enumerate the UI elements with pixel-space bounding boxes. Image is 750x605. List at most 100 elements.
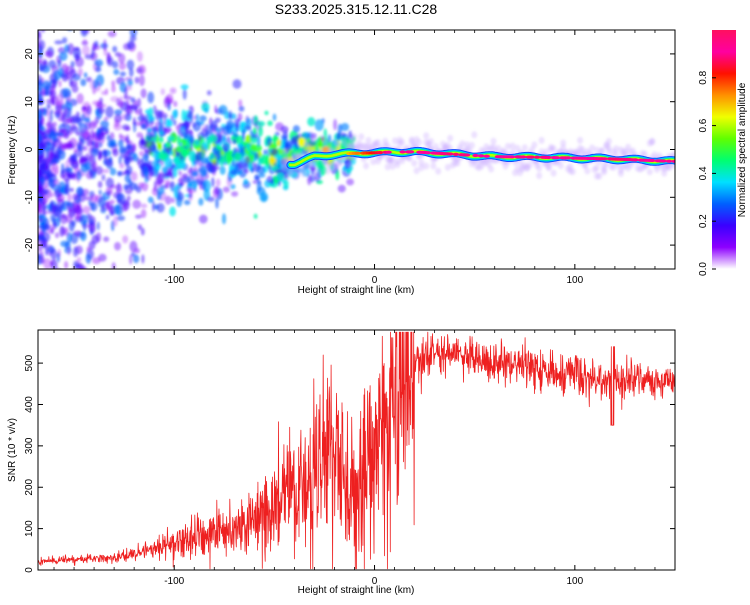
spectrogram-noise-blob: [38, 168, 44, 178]
spectrogram-noise-blob: [65, 202, 75, 208]
spectrogram-noise-blob: [59, 205, 64, 213]
spectrogram-noise-blob: [264, 110, 269, 116]
spectrogram-noise-blob: [69, 68, 77, 79]
spectrogram-halo-blob: [596, 172, 603, 180]
spectrogram-noise-blob: [118, 146, 127, 154]
spectrogram-noise-blob: [233, 132, 239, 138]
spectrogram-noise-blob: [336, 132, 341, 140]
spectrogram-noise-blob: [89, 79, 96, 90]
spectrogram-noise-blob: [84, 54, 94, 60]
spectrogram-noise-blob: [90, 147, 99, 157]
spectrogram-noise-blob: [73, 150, 77, 162]
spectrogram-noise-blob: [75, 111, 80, 119]
spectrogram-noise-blob: [59, 225, 65, 238]
spectrogram-halo-blob: [358, 133, 365, 141]
spectrogram-noise-blob: [132, 254, 140, 264]
spectrogram-ridge-core: [553, 156, 560, 160]
spectrogram-halo-blob: [464, 141, 471, 149]
spectrogram-noise-blob: [73, 260, 80, 269]
spectrogram-noise-blob: [62, 37, 68, 44]
spectrogram-halo-blob: [509, 142, 516, 150]
snr-panel: -100 0 100 0 100 200 300 400 500 Height of strai…: [7, 329, 676, 596]
spectrogram-noise-blob: [220, 150, 225, 156]
spectrogram-ridge-core: [671, 159, 675, 163]
spectrogram-noise-blob: [147, 196, 154, 204]
spectrogram-halo-blob: [459, 140, 466, 148]
spectrogram-halo-blob: [447, 134, 454, 142]
spectrogram-noise-blob: [212, 188, 220, 199]
spectrogram-noise-blob: [160, 88, 166, 96]
y-tick-label: 0: [24, 146, 35, 152]
spectrogram-noise-blob: [211, 177, 215, 188]
spectrogram-noise-blob: [95, 166, 104, 175]
spectrogram-noise-blob: [118, 62, 126, 70]
spectrogram-noise-blob: [67, 246, 71, 256]
y-tick-label: 300: [24, 437, 35, 454]
spectrogram-noise-blob: [53, 70, 61, 81]
spectrogram-noise-blob: [189, 129, 194, 139]
spectrogram-noise-blob: [45, 244, 49, 256]
spectrogram-noise-blob: [38, 214, 45, 219]
spectrogram-noise-blob: [91, 202, 95, 211]
spectrogram-noise-blob: [198, 197, 204, 206]
spectrogram-noise-blob: [131, 144, 136, 154]
spectrogram-noise-blob: [79, 214, 89, 226]
spectrogram-noise-blob: [256, 180, 262, 192]
spectrogram-noise-blob: [119, 162, 125, 169]
spectrogram-noise-blob: [118, 155, 122, 165]
spectrogram-halo-blob: [538, 136, 545, 144]
spectrogram-noise-blob: [135, 109, 140, 116]
spectrogram-halo-blob: [315, 168, 321, 176]
spectrogram-noise-blob: [274, 131, 280, 137]
spectrogram-ridge-core: [632, 158, 639, 162]
spectrogram-noise-blob: [141, 254, 145, 264]
spectrogram-noise-blob: [327, 134, 332, 144]
spectrogram-noise-blob: [244, 168, 250, 174]
spectrogram-noise-blob: [189, 165, 194, 176]
spectrogram-noise-blob: [143, 145, 152, 153]
spectrogram-noise-blob: [94, 59, 104, 67]
spectrogram-noise-blob: [95, 108, 100, 117]
spectrogram-noise-blob: [151, 187, 159, 196]
spectrogram-noise-blob: [59, 271, 66, 276]
spectrogram-noise-blob: [65, 100, 69, 109]
spectrogram-noise-blob: [74, 52, 80, 62]
spectrogram-noise-blob: [38, 108, 43, 121]
y-tick-label: 20: [24, 48, 35, 60]
spectrogram-x-label: Height of straight line (km): [298, 285, 415, 296]
spectrogram-halo-blob: [495, 144, 502, 152]
spectrogram-halo-blob: [605, 137, 612, 145]
spectrogram-noise-blob: [116, 215, 126, 221]
spectrogram-noise-blob: [85, 76, 92, 83]
spectrogram-noise-blob: [228, 110, 233, 120]
y-tick-label: 500: [24, 354, 35, 371]
spectrogram-noise-blob: [76, 93, 84, 105]
spectrogram-halo-blob: [341, 139, 348, 147]
spectrogram-noise-blob: [132, 199, 142, 209]
spectrogram-noise-blob: [100, 127, 110, 132]
spectrogram-noise-blob: [194, 139, 200, 146]
spectrogram-noise-blob: [285, 140, 294, 149]
spectrogram-noise-blob: [129, 35, 137, 42]
spectrogram-halo-blob: [567, 163, 574, 171]
spectrogram-noise-blob: [61, 169, 70, 174]
spectrogram-noise-blob: [301, 132, 311, 139]
spectrogram-noise-blob: [130, 97, 136, 103]
spectrogram-noise-blob: [179, 138, 187, 143]
spectrogram-halo-blob: [389, 162, 396, 170]
spectrogram-noise-blob: [46, 141, 52, 146]
spectrogram-noise-blob: [54, 40, 64, 45]
spectrogram-noise-blob: [107, 30, 117, 38]
spectrogram-noise-blob: [193, 114, 198, 120]
spectrogram-noise-blob: [256, 135, 261, 148]
spectrogram-noise-blob: [214, 117, 221, 123]
spectrogram-noise-blob: [116, 193, 126, 206]
spectrogram-noise-blob: [163, 113, 168, 120]
spectrogram-halo-blob: [310, 135, 317, 143]
spectrogram-noise-blob: [43, 258, 52, 269]
spectrogram-halo-blob: [654, 165, 660, 173]
spectrogram-ridge-core: [649, 158, 656, 163]
spectrogram-halo-blob: [423, 132, 430, 140]
spectrogram-noise-blob: [149, 170, 155, 177]
spectrogram-noise-blob: [152, 105, 157, 115]
